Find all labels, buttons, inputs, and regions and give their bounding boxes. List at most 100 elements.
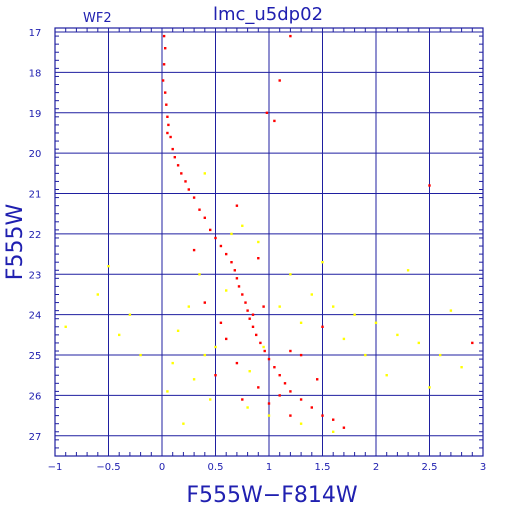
data-point xyxy=(139,353,142,357)
data-point xyxy=(299,353,303,357)
data-point xyxy=(257,386,260,389)
data-point xyxy=(219,244,223,248)
data-point xyxy=(209,228,212,232)
data-point xyxy=(278,394,281,397)
data-point xyxy=(460,366,463,369)
data-point xyxy=(259,341,262,345)
chart-subtitle: WF2 xyxy=(83,11,112,26)
x-tick-label: −1 xyxy=(48,462,63,473)
y-tick-label: 27 xyxy=(29,432,42,443)
data-point xyxy=(184,180,187,183)
data-point xyxy=(246,309,249,312)
data-point xyxy=(235,277,239,280)
data-point xyxy=(263,349,266,353)
data-point xyxy=(332,430,335,433)
data-point xyxy=(289,273,292,276)
data-point xyxy=(310,293,313,296)
data-point xyxy=(107,265,110,268)
data-point xyxy=(225,337,228,341)
data-point xyxy=(233,269,236,272)
data-point xyxy=(471,341,474,345)
data-point xyxy=(192,378,196,381)
data-point xyxy=(241,293,244,296)
data-point xyxy=(246,406,249,409)
data-point xyxy=(428,184,431,187)
data-point xyxy=(283,382,287,385)
data-point xyxy=(176,164,180,167)
y-tick-label: 19 xyxy=(29,109,42,120)
data-point xyxy=(203,172,206,175)
data-point xyxy=(299,398,303,401)
data-point xyxy=(173,156,176,159)
data-point xyxy=(164,47,167,50)
data-points xyxy=(64,34,474,433)
data-point xyxy=(64,325,67,328)
x-tick-label: −0.5 xyxy=(96,462,120,473)
y-tick-label: 23 xyxy=(29,270,42,281)
y-tick-label: 22 xyxy=(29,230,42,241)
data-point xyxy=(171,361,174,365)
x-tick-label: 0 xyxy=(159,462,165,473)
data-point xyxy=(364,353,367,357)
data-point xyxy=(176,329,180,332)
data-point xyxy=(310,406,313,409)
data-point xyxy=(166,115,169,118)
data-point xyxy=(385,374,388,377)
y-tick-label: 18 xyxy=(29,68,42,79)
data-point xyxy=(167,123,170,127)
data-point xyxy=(219,321,223,324)
data-point xyxy=(267,402,271,405)
data-point xyxy=(299,422,303,425)
data-point xyxy=(406,269,410,272)
data-point xyxy=(241,224,244,227)
grid-lines xyxy=(55,28,483,456)
data-point xyxy=(273,119,276,123)
data-point xyxy=(214,236,217,240)
x-axis-label: F555W−F814W xyxy=(186,483,357,508)
data-point xyxy=(166,131,169,135)
y-tick-label: 20 xyxy=(29,149,42,160)
data-point xyxy=(289,34,292,38)
data-point xyxy=(128,313,132,316)
data-point xyxy=(262,345,265,349)
data-point xyxy=(187,305,190,308)
x-tick-label: 3 xyxy=(480,462,486,473)
x-tick-label: 2 xyxy=(373,462,379,473)
data-point xyxy=(203,301,206,304)
data-point xyxy=(332,305,335,308)
y-tick-label: 24 xyxy=(29,311,42,322)
data-point xyxy=(278,374,281,377)
data-point xyxy=(235,204,239,207)
y-tick-label: 21 xyxy=(29,190,42,201)
data-point xyxy=(265,111,269,114)
data-point xyxy=(203,216,206,219)
data-point xyxy=(118,333,121,337)
data-point xyxy=(321,414,324,417)
data-point xyxy=(262,305,265,308)
data-point xyxy=(161,79,165,82)
data-point xyxy=(289,349,292,353)
data-point xyxy=(321,261,324,264)
data-point xyxy=(162,63,166,66)
chart-title: lmc_u5dp02 xyxy=(213,4,323,25)
data-point xyxy=(342,337,346,341)
data-point xyxy=(230,232,233,236)
data-point xyxy=(235,361,239,365)
data-point xyxy=(321,325,324,328)
data-point xyxy=(449,309,453,312)
data-point xyxy=(180,172,183,175)
data-point xyxy=(171,147,174,151)
data-point xyxy=(278,305,281,308)
data-point xyxy=(96,293,99,296)
data-point xyxy=(192,248,196,252)
x-tick-label: 0.5 xyxy=(208,462,224,473)
data-point xyxy=(299,321,303,324)
data-point xyxy=(241,398,244,401)
data-point xyxy=(225,289,228,292)
data-point xyxy=(225,252,228,256)
data-point xyxy=(182,422,185,425)
data-point xyxy=(342,426,346,429)
data-point xyxy=(169,135,172,139)
data-point xyxy=(257,257,260,260)
